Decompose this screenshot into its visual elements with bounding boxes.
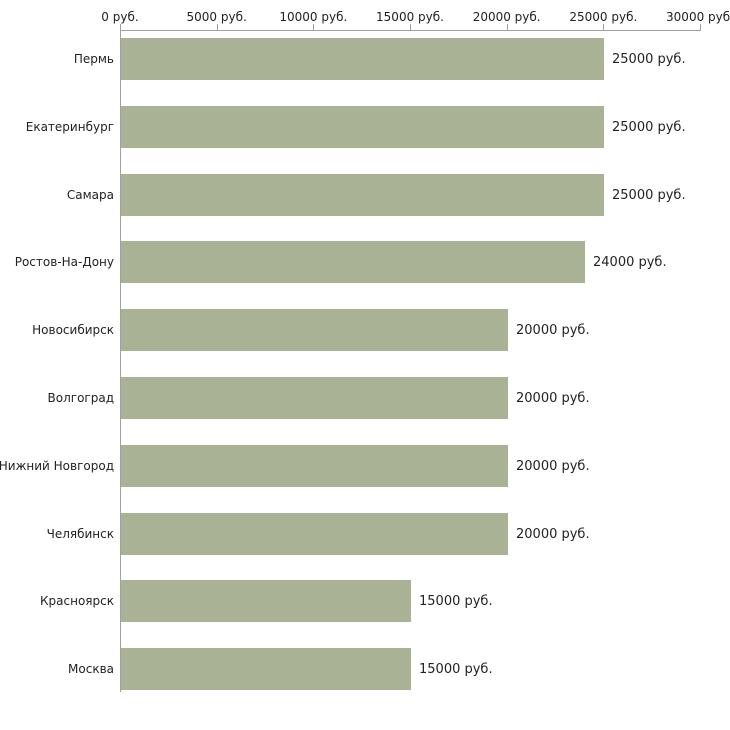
bar-row: Ростов-На-Дону 24000 руб. (0, 241, 730, 283)
bar-row: Челябинск 20000 руб. (0, 513, 730, 555)
x-axis-tick-label: 0 руб. (101, 10, 139, 24)
category-label: Новосибирск (32, 323, 114, 337)
bar-row: Волгоград 20000 руб. (0, 377, 730, 419)
bar (121, 174, 604, 216)
x-axis-tick-label: 25000 руб. (569, 10, 638, 24)
bar-row: Красноярск 15000 руб. (0, 580, 730, 622)
category-label: Нижний Новгород (0, 459, 114, 473)
value-label: 20000 руб. (516, 526, 590, 542)
bar (121, 580, 411, 622)
x-axis-tick-label: 15000 руб. (376, 10, 444, 24)
value-label: 15000 руб. (419, 661, 493, 677)
bar-row: Новосибирск 20000 руб. (0, 309, 730, 351)
x-axis-tick-mark (120, 24, 121, 30)
x-axis-tick-mark (506, 24, 508, 30)
x-axis-tick-label: 5000 руб. (186, 10, 247, 24)
x-axis-tick-mark (700, 24, 701, 30)
category-label: Екатеринбург (25, 120, 114, 134)
bar-row: Екатеринбург 25000 руб. (0, 106, 730, 148)
x-axis-line (120, 30, 701, 31)
bar-row: Нижний Новгород 20000 руб. (0, 445, 730, 487)
x-axis-tick-mark (410, 24, 411, 30)
x-axis-tick-label: 30000 руб. (666, 10, 730, 24)
bar (121, 106, 604, 148)
bar (121, 445, 508, 487)
category-label: Пермь (73, 52, 114, 66)
x-axis-tick-mark (313, 24, 315, 30)
category-label: Челябинск (46, 527, 114, 541)
value-label: 20000 руб. (516, 322, 590, 338)
bar (121, 648, 411, 690)
category-label: Волгоград (47, 391, 114, 405)
bar (121, 241, 585, 283)
value-label: 20000 руб. (516, 390, 590, 406)
value-label: 25000 руб. (612, 187, 686, 203)
category-label: Ростов-На-Дону (14, 255, 114, 269)
value-label: 15000 руб. (419, 593, 493, 609)
category-label: Москва (68, 662, 114, 676)
bar (121, 513, 508, 555)
category-label: Красноярск (40, 594, 114, 608)
x-axis-tick-label: 10000 руб. (279, 10, 348, 24)
bar (121, 38, 604, 80)
y-axis-line (120, 30, 121, 692)
bar (121, 377, 508, 419)
bar-row: Самара 25000 руб. (0, 174, 730, 216)
value-label: 20000 руб. (516, 458, 590, 474)
value-label: 24000 руб. (593, 254, 667, 270)
x-axis-tick-label: 20000 руб. (472, 10, 541, 24)
x-axis-tick-mark (216, 24, 218, 30)
bar-row: Пермь 25000 руб. (0, 38, 730, 80)
value-label: 25000 руб. (612, 51, 686, 67)
value-label: 25000 руб. (612, 119, 686, 135)
bar-row: Москва 15000 руб. (0, 648, 730, 690)
bar (121, 309, 508, 351)
category-label: Самара (66, 188, 114, 202)
x-axis-tick-mark (603, 24, 605, 30)
